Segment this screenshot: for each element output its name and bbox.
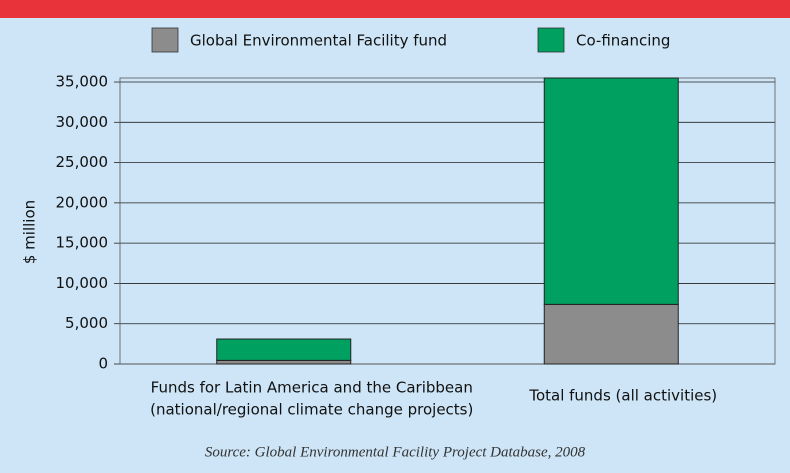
bar-segment — [543, 303, 679, 365]
legend-label: Co-financing — [576, 32, 670, 50]
x-tick-label: Funds for Latin America and the Caribbea… — [151, 379, 473, 397]
y-tick-label: 15,000 — [56, 234, 109, 252]
y-tick-label: 20,000 — [56, 193, 109, 211]
legend-swatch — [151, 27, 179, 53]
legend-label: Global Environmental Facility fund — [190, 32, 447, 50]
y-tick-label: 5,000 — [65, 314, 108, 332]
y-tick-label: 25,000 — [56, 153, 109, 171]
x-tick-label: Total funds (all activities) — [528, 387, 717, 405]
y-axis-label: $ million — [21, 200, 39, 264]
x-tick-label: (national/regional climate change projec… — [150, 401, 473, 419]
y-tick-label: 10,000 — [56, 274, 109, 292]
bar-segment — [216, 359, 352, 365]
y-tick-label: 0 — [98, 355, 108, 373]
y-tick-label: 35,000 — [56, 73, 109, 91]
y-tick-label: 30,000 — [56, 113, 109, 131]
bar-segment — [216, 338, 352, 361]
header-band — [0, 0, 790, 18]
source-note: Source: Global Environmental Facility Pr… — [205, 444, 586, 460]
plot-frame — [119, 77, 776, 365]
legend-swatch — [537, 27, 565, 53]
bar-segment — [543, 77, 679, 305]
